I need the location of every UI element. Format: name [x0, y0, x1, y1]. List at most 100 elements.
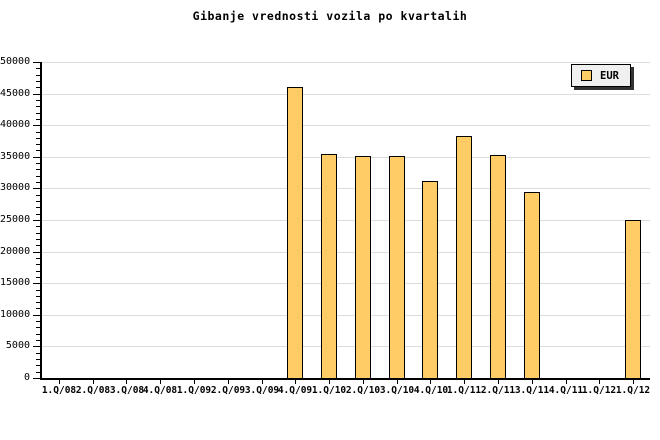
gridline — [42, 62, 650, 63]
x-axis-label: 4.Q/10 — [413, 385, 449, 396]
legend: EUR — [571, 64, 631, 87]
y-axis-tick — [33, 346, 40, 347]
x-axis-label: 1.Q/08 — [41, 385, 77, 396]
y-axis-minor-tick — [36, 169, 40, 170]
bar — [456, 136, 472, 378]
y-axis-minor-tick — [36, 201, 40, 202]
y-axis-minor-tick — [36, 245, 40, 246]
x-axis-label: 2.Q/11 — [480, 385, 516, 396]
x-axis-tick — [295, 380, 296, 384]
y-axis-minor-tick — [36, 75, 40, 76]
y-axis-minor-tick — [36, 163, 40, 164]
bar — [321, 154, 337, 378]
x-axis-tick — [532, 380, 533, 384]
y-axis-minor-tick — [36, 258, 40, 259]
y-axis-tick — [33, 157, 40, 158]
y-axis-minor-tick — [36, 150, 40, 151]
gridline — [42, 315, 650, 316]
x-axis-label: 1.Q/09 — [176, 385, 212, 396]
y-axis-label: 15000 — [0, 277, 31, 288]
x-axis-label: 2.Q/08 — [75, 385, 111, 396]
y-axis-minor-tick — [36, 308, 40, 309]
y-axis-minor-tick — [36, 264, 40, 265]
y-axis-minor-tick — [36, 359, 40, 360]
y-axis-minor-tick — [36, 296, 40, 297]
y-axis-minor-tick — [36, 68, 40, 69]
y-axis-label: 10000 — [0, 309, 31, 320]
x-axis-label: 2.Q/10 — [345, 385, 381, 396]
x-axis-label: 3.Q/08 — [109, 385, 145, 396]
bar — [625, 220, 641, 378]
gridline — [42, 283, 650, 284]
x-axis — [40, 378, 650, 380]
gridline — [42, 157, 650, 158]
y-axis-minor-tick — [36, 195, 40, 196]
x-axis-tick — [363, 380, 364, 384]
bar — [524, 192, 540, 378]
y-axis-minor-tick — [36, 138, 40, 139]
y-axis-label: 40000 — [0, 119, 31, 130]
y-axis-minor-tick — [36, 144, 40, 145]
y-axis-label: 25000 — [0, 214, 31, 225]
y-axis-minor-tick — [36, 321, 40, 322]
gridline — [42, 125, 650, 126]
y-axis-minor-tick — [36, 353, 40, 354]
gridline — [42, 252, 650, 253]
x-axis-tick — [194, 380, 195, 384]
y-axis-tick — [33, 252, 40, 253]
bar — [287, 87, 303, 378]
x-axis-tick — [430, 380, 431, 384]
legend-swatch-icon — [581, 70, 592, 81]
y-axis-label: 20000 — [0, 246, 31, 257]
gridline — [42, 188, 650, 189]
y-axis-minor-tick — [36, 290, 40, 291]
x-axis-tick — [397, 380, 398, 384]
chart-title: Gibanje vrednosti vozila po kvartalih — [192, 9, 468, 23]
y-axis-minor-tick — [36, 81, 40, 82]
x-axis-label: 3.Q/11 — [514, 385, 550, 396]
x-axis-label: 1.Q/10 — [311, 385, 347, 396]
y-axis-tick — [33, 94, 40, 95]
x-axis-tick — [59, 380, 60, 384]
x-axis-tick — [633, 380, 634, 384]
y-axis-minor-tick — [36, 113, 40, 114]
x-axis-label: 1.Q/12 — [615, 385, 651, 396]
y-axis-minor-tick — [36, 365, 40, 366]
y-axis-minor-tick — [36, 372, 40, 373]
x-axis-tick — [262, 380, 263, 384]
y-axis-tick — [33, 220, 40, 221]
y-axis-minor-tick — [36, 271, 40, 272]
y-axis-minor-tick — [36, 226, 40, 227]
x-axis-label: 4.Q/08 — [142, 385, 178, 396]
y-axis-tick — [33, 283, 40, 284]
y-axis-minor-tick — [36, 277, 40, 278]
x-axis-label: 1.Q/11 — [446, 385, 482, 396]
y-axis-minor-tick — [36, 87, 40, 88]
x-axis-tick — [599, 380, 600, 384]
y-axis-minor-tick — [36, 182, 40, 183]
y-axis-minor-tick — [36, 106, 40, 107]
y-axis-label: 35000 — [0, 151, 31, 162]
y-axis-tick — [33, 125, 40, 126]
gridline — [42, 346, 650, 347]
y-axis-minor-tick — [36, 302, 40, 303]
y-axis-minor-tick — [36, 132, 40, 133]
y-axis — [40, 62, 42, 380]
y-axis-label: 5000 — [5, 340, 30, 351]
y-axis-tick — [33, 188, 40, 189]
x-axis-tick — [329, 380, 330, 384]
x-axis-tick — [566, 380, 567, 384]
x-axis-label: 2.Q/09 — [210, 385, 246, 396]
bar — [355, 156, 371, 378]
x-axis-tick — [93, 380, 94, 384]
legend-label: EUR — [600, 69, 619, 82]
y-axis-minor-tick — [36, 214, 40, 215]
x-axis-tick — [464, 380, 465, 384]
y-axis-minor-tick — [36, 119, 40, 120]
bar — [389, 156, 405, 378]
gridline — [42, 220, 650, 221]
x-axis-label: 3.Q/10 — [379, 385, 415, 396]
y-axis-label: 50000 — [0, 56, 31, 67]
x-axis-tick — [126, 380, 127, 384]
